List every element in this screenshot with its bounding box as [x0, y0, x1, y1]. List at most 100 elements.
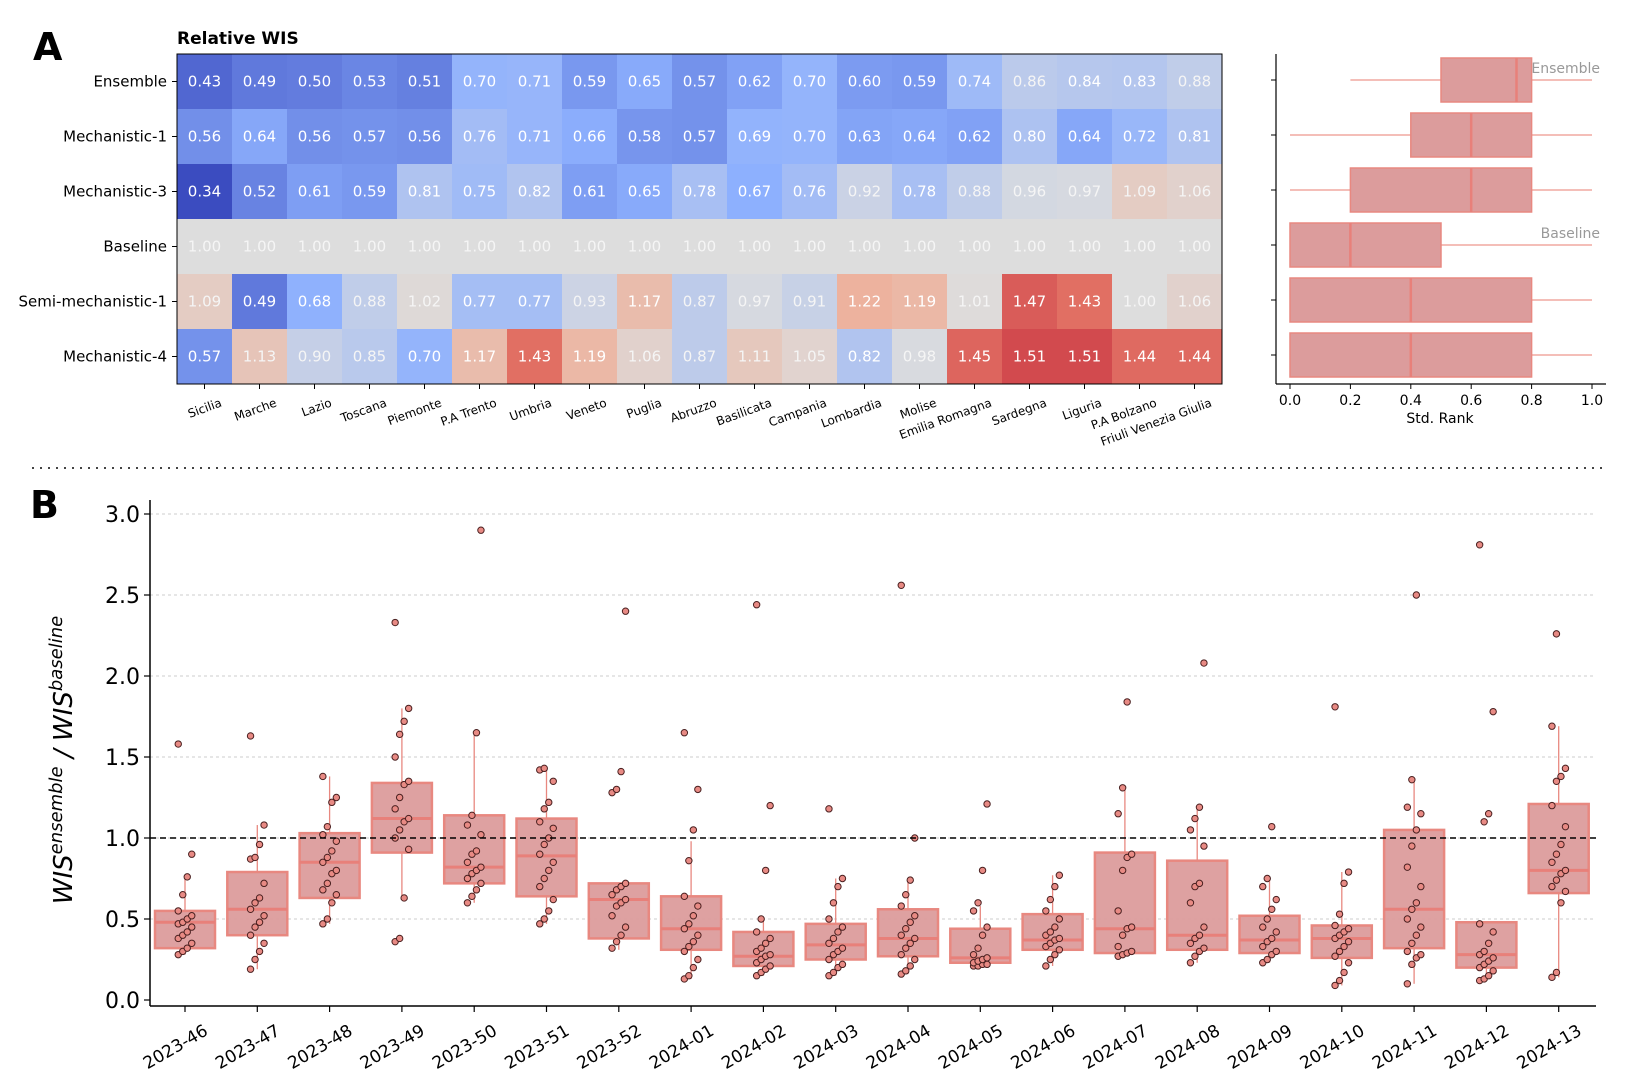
heatmap-cell: [617, 329, 673, 385]
data-point: [680, 892, 689, 901]
data-point: [260, 912, 268, 920]
data-point: [323, 915, 332, 923]
heatmap-cell-value: 0.49: [243, 73, 276, 91]
data-point: [621, 607, 630, 615]
data-point: [260, 879, 268, 888]
data-point: [766, 962, 774, 970]
heatmap-cell: [892, 109, 948, 165]
data-point: [323, 853, 332, 862]
data-point: [328, 899, 336, 907]
heatmap-cell: [1057, 54, 1113, 110]
data-point: [1344, 937, 1353, 946]
heatmap-cell: [892, 274, 948, 330]
heatmap-cell: [177, 54, 233, 110]
data-point: [1259, 942, 1267, 951]
y-tick-label: 0.5: [105, 908, 140, 933]
box: [298, 831, 361, 900]
y-axis-label-superscript: baseline: [46, 616, 67, 691]
heatmap-cell-value: 0.56: [408, 128, 441, 146]
heatmap-cell-value: 1.44: [1178, 348, 1211, 366]
heatmap-cell-value: 0.85: [353, 348, 386, 366]
data-point: [400, 894, 408, 902]
data-point: [969, 907, 978, 915]
heatmap-cell: [507, 164, 563, 220]
heatmap-cell-value: 1.51: [1068, 348, 1101, 366]
heatmap-cell-value: 1.00: [958, 238, 991, 256]
data-point: [395, 730, 404, 739]
data-point: [1268, 934, 1276, 943]
heatmap-cell-value: 1.00: [1178, 238, 1211, 256]
data-point: [1114, 810, 1122, 818]
heatmap-cell-value: 0.81: [1178, 128, 1211, 146]
data-point: [179, 891, 187, 899]
x-tick-label: 2024-02: [718, 1021, 790, 1074]
heatmap-cell-value: 0.65: [628, 183, 661, 201]
box: [1382, 828, 1446, 950]
x-tick-label: 2023-46: [140, 1021, 212, 1074]
heatmap-col-label: Veneto: [565, 396, 609, 423]
data-point: [1403, 863, 1412, 871]
heatmap-cell: [892, 219, 948, 275]
data-point: [897, 931, 905, 939]
y-tick-label: 1.0: [105, 827, 140, 852]
data-point: [1552, 968, 1561, 977]
heatmap-cell: [287, 219, 343, 275]
heatmap-cell-value: 1.09: [188, 293, 221, 311]
data-point: [608, 891, 616, 899]
heatmap-cell: [782, 329, 838, 385]
data-point: [1263, 955, 1271, 964]
x-tick-label: 2024-12: [1441, 1021, 1513, 1074]
y-axis-label-part: WIS: [49, 854, 79, 904]
x-tick-label: 2023-52: [574, 1021, 646, 1074]
data-point: [1042, 907, 1050, 915]
data-point: [825, 915, 833, 923]
data-point: [1051, 950, 1059, 959]
data-point: [251, 923, 259, 931]
baseline-annotation: Baseline: [1541, 226, 1600, 242]
heatmap-cell-value: 0.97: [1068, 183, 1101, 201]
heatmap-cell-value: 1.00: [1068, 238, 1101, 256]
rank-x-tick-label: 0.8: [1520, 393, 1542, 409]
data-point: [255, 894, 264, 902]
heatmap-cell: [177, 274, 233, 330]
heatmap-cell-value: 0.57: [683, 128, 716, 146]
data-point: [766, 801, 774, 810]
heatmap-cell: [397, 164, 453, 220]
data-point: [689, 963, 698, 972]
heatmap-cell-value: 1.00: [408, 238, 441, 256]
data-point: [1200, 944, 1208, 952]
data-point: [1200, 659, 1208, 667]
data-point: [906, 962, 914, 970]
rank-x-label: Std. Rank: [1406, 411, 1474, 427]
heatmap-cell-value: 0.93: [573, 293, 606, 311]
heatmap-cell-value: 1.00: [1123, 293, 1156, 311]
heatmap-cell-value: 0.78: [903, 183, 936, 201]
data-point: [477, 879, 485, 888]
data-point: [1046, 895, 1055, 904]
heatmap-col-label: Piemonte: [386, 396, 444, 428]
heatmap-cell-value: 1.00: [518, 238, 551, 256]
data-point: [1055, 934, 1064, 943]
data-point: [685, 942, 693, 951]
heatmap-cell-value: 0.82: [518, 183, 551, 201]
heatmap-cell: [507, 219, 563, 275]
data-point: [608, 944, 616, 952]
data-point: [1548, 973, 1556, 982]
data-point: [1557, 772, 1565, 781]
data-point: [1118, 866, 1127, 875]
y-axis-label-part: /: [49, 741, 79, 766]
heatmap-cell: [1167, 219, 1223, 275]
heatmap-cell: [1057, 329, 1113, 385]
heatmap-cell: [947, 54, 1003, 110]
data-point: [902, 891, 910, 899]
heatmap-cell-value: 0.56: [298, 128, 331, 146]
data-point: [825, 955, 833, 964]
y-axis-label-part: WIS: [49, 691, 79, 741]
data-point: [1548, 801, 1556, 810]
data-point: [1335, 947, 1344, 956]
data-point: [617, 767, 625, 776]
data-point: [328, 847, 336, 855]
data-point: [1561, 822, 1570, 831]
heatmap-cell: [562, 329, 618, 385]
data-point: [540, 764, 548, 773]
